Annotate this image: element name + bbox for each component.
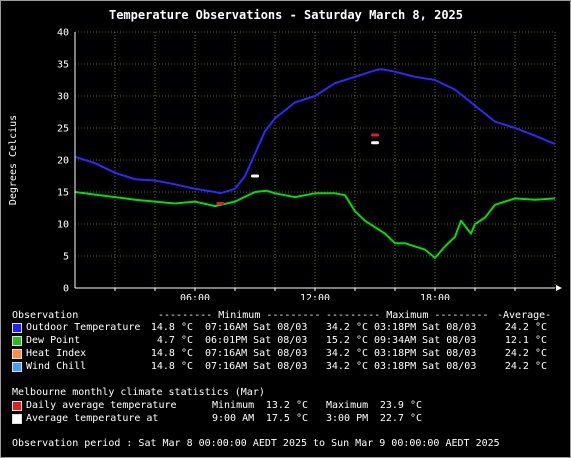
obs-row-max-time: 09:34AM Sat 08/03 <box>374 335 477 346</box>
y-tick-label: 30 <box>57 92 69 103</box>
y-tick-label: 0 <box>63 284 69 295</box>
obs-row-max-value: 34.2 °C <box>325 322 368 333</box>
y-tick-label: 35 <box>57 60 69 71</box>
obs-header-label: Observation <box>12 310 79 321</box>
x-axis-arrow-icon <box>556 285 562 291</box>
climate-row-min-value: 13.2 °C <box>265 400 308 411</box>
y-tick-label: 25 <box>57 124 69 135</box>
climate-marker <box>371 133 379 137</box>
obs-row-min-time: 06:01PM Sat 08/03 <box>205 335 308 346</box>
x-tick-label: 12:00 <box>300 293 330 300</box>
legend-swatch-heat-index <box>12 349 22 359</box>
climate-row-max-value: 22.7 °C <box>379 413 422 424</box>
climate-row-max-value: 23.9 °C <box>379 400 422 411</box>
series-group <box>74 68 556 259</box>
obs-row-average: 24.2 °C <box>504 348 547 359</box>
obs-header-average: -Average- <box>497 310 552 321</box>
obs-row-min-value: 4.7 °C <box>156 335 193 346</box>
y-tick-label: 40 <box>57 28 69 39</box>
climate-swatch-average-at <box>12 414 22 424</box>
climate-marker <box>251 174 259 178</box>
climate-swatch-daily-average <box>12 401 22 411</box>
y-tick-label: 15 <box>57 188 69 199</box>
obs-row-max-value: 34.2 °C <box>325 361 368 372</box>
obs-row-min-value: 14.8 °C <box>150 348 193 359</box>
obs-row-min-time: 07:16AM Sat 08/03 <box>205 348 308 359</box>
y-tick-label: 20 <box>57 156 69 167</box>
legend-swatch-wind-chill <box>12 362 22 372</box>
obs-row-average: 24.2 °C <box>504 322 547 333</box>
obs-row-min-value: 14.8 °C <box>150 322 193 333</box>
obs-row-max-time: 03:18PM Sat 08/03 <box>374 361 477 372</box>
x-tick-label: 06:00 <box>180 293 210 300</box>
marker-group <box>216 133 379 206</box>
obs-row-name: Outdoor Temperature <box>26 322 141 333</box>
obs-row-max-value: 34.2 °C <box>325 348 368 359</box>
obs-row-min-value: 14.8 °C <box>150 361 193 372</box>
y-tick-label: 10 <box>57 220 69 231</box>
obs-row-name: Dew Point <box>26 335 81 346</box>
climate-row-min-time: 9:00 AM <box>212 413 255 424</box>
climate-row-min-label: Minimum <box>212 400 255 411</box>
obs-row-min-time: 07:16AM Sat 08/03 <box>205 361 308 372</box>
observation-period: Observation period : Sat Mar 8 00:00:00 … <box>12 438 500 449</box>
obs-row-max-time: 03:18PM Sat 08/03 <box>374 348 477 359</box>
legend-swatch-dew-point <box>12 336 22 346</box>
obs-row-name: Heat Index <box>26 348 87 359</box>
series-line-outdoor-temperature <box>74 68 556 195</box>
climate-title: Melbourne monthly climate statistics (Ma… <box>12 387 265 398</box>
climate-marker <box>371 141 379 145</box>
obs-row-name: Wind Chill <box>26 361 87 372</box>
y-tick-label: 5 <box>63 252 69 263</box>
climate-row-max-label: Maximum <box>326 400 369 411</box>
obs-row-min-time: 07:16AM Sat 08/03 <box>205 322 308 333</box>
obs-header-minimum: --------- Minimum --------- <box>158 310 321 321</box>
obs-row-max-value: 15.2 °C <box>325 335 368 346</box>
legend-swatch-outdoor-temperature <box>12 323 22 333</box>
chart-title: Temperature Observations - Saturday Marc… <box>109 8 463 22</box>
climate-marker <box>216 202 225 206</box>
climate-row-max-time: 3:00 PM <box>326 413 369 424</box>
obs-row-max-time: 03:18PM Sat 08/03 <box>374 322 477 333</box>
y-axis-label: Degrees Celcius <box>8 115 19 205</box>
series-line-dew-point <box>74 189 556 259</box>
climate-row-label: Daily average temperature <box>26 400 177 411</box>
obs-row-average: 12.1 °C <box>504 335 547 346</box>
obs-header-maximum: --------- Maximum --------- <box>326 310 489 321</box>
temperature-chart: Temperature Observations - Saturday Marc… <box>8 8 562 300</box>
x-tick-label: 18:00 <box>420 293 450 300</box>
obs-row-average: 24.2 °C <box>504 361 547 372</box>
climate-row-min-value: 17.5 °C <box>265 413 308 424</box>
climate-row-label: Average temperature at <box>26 413 159 424</box>
